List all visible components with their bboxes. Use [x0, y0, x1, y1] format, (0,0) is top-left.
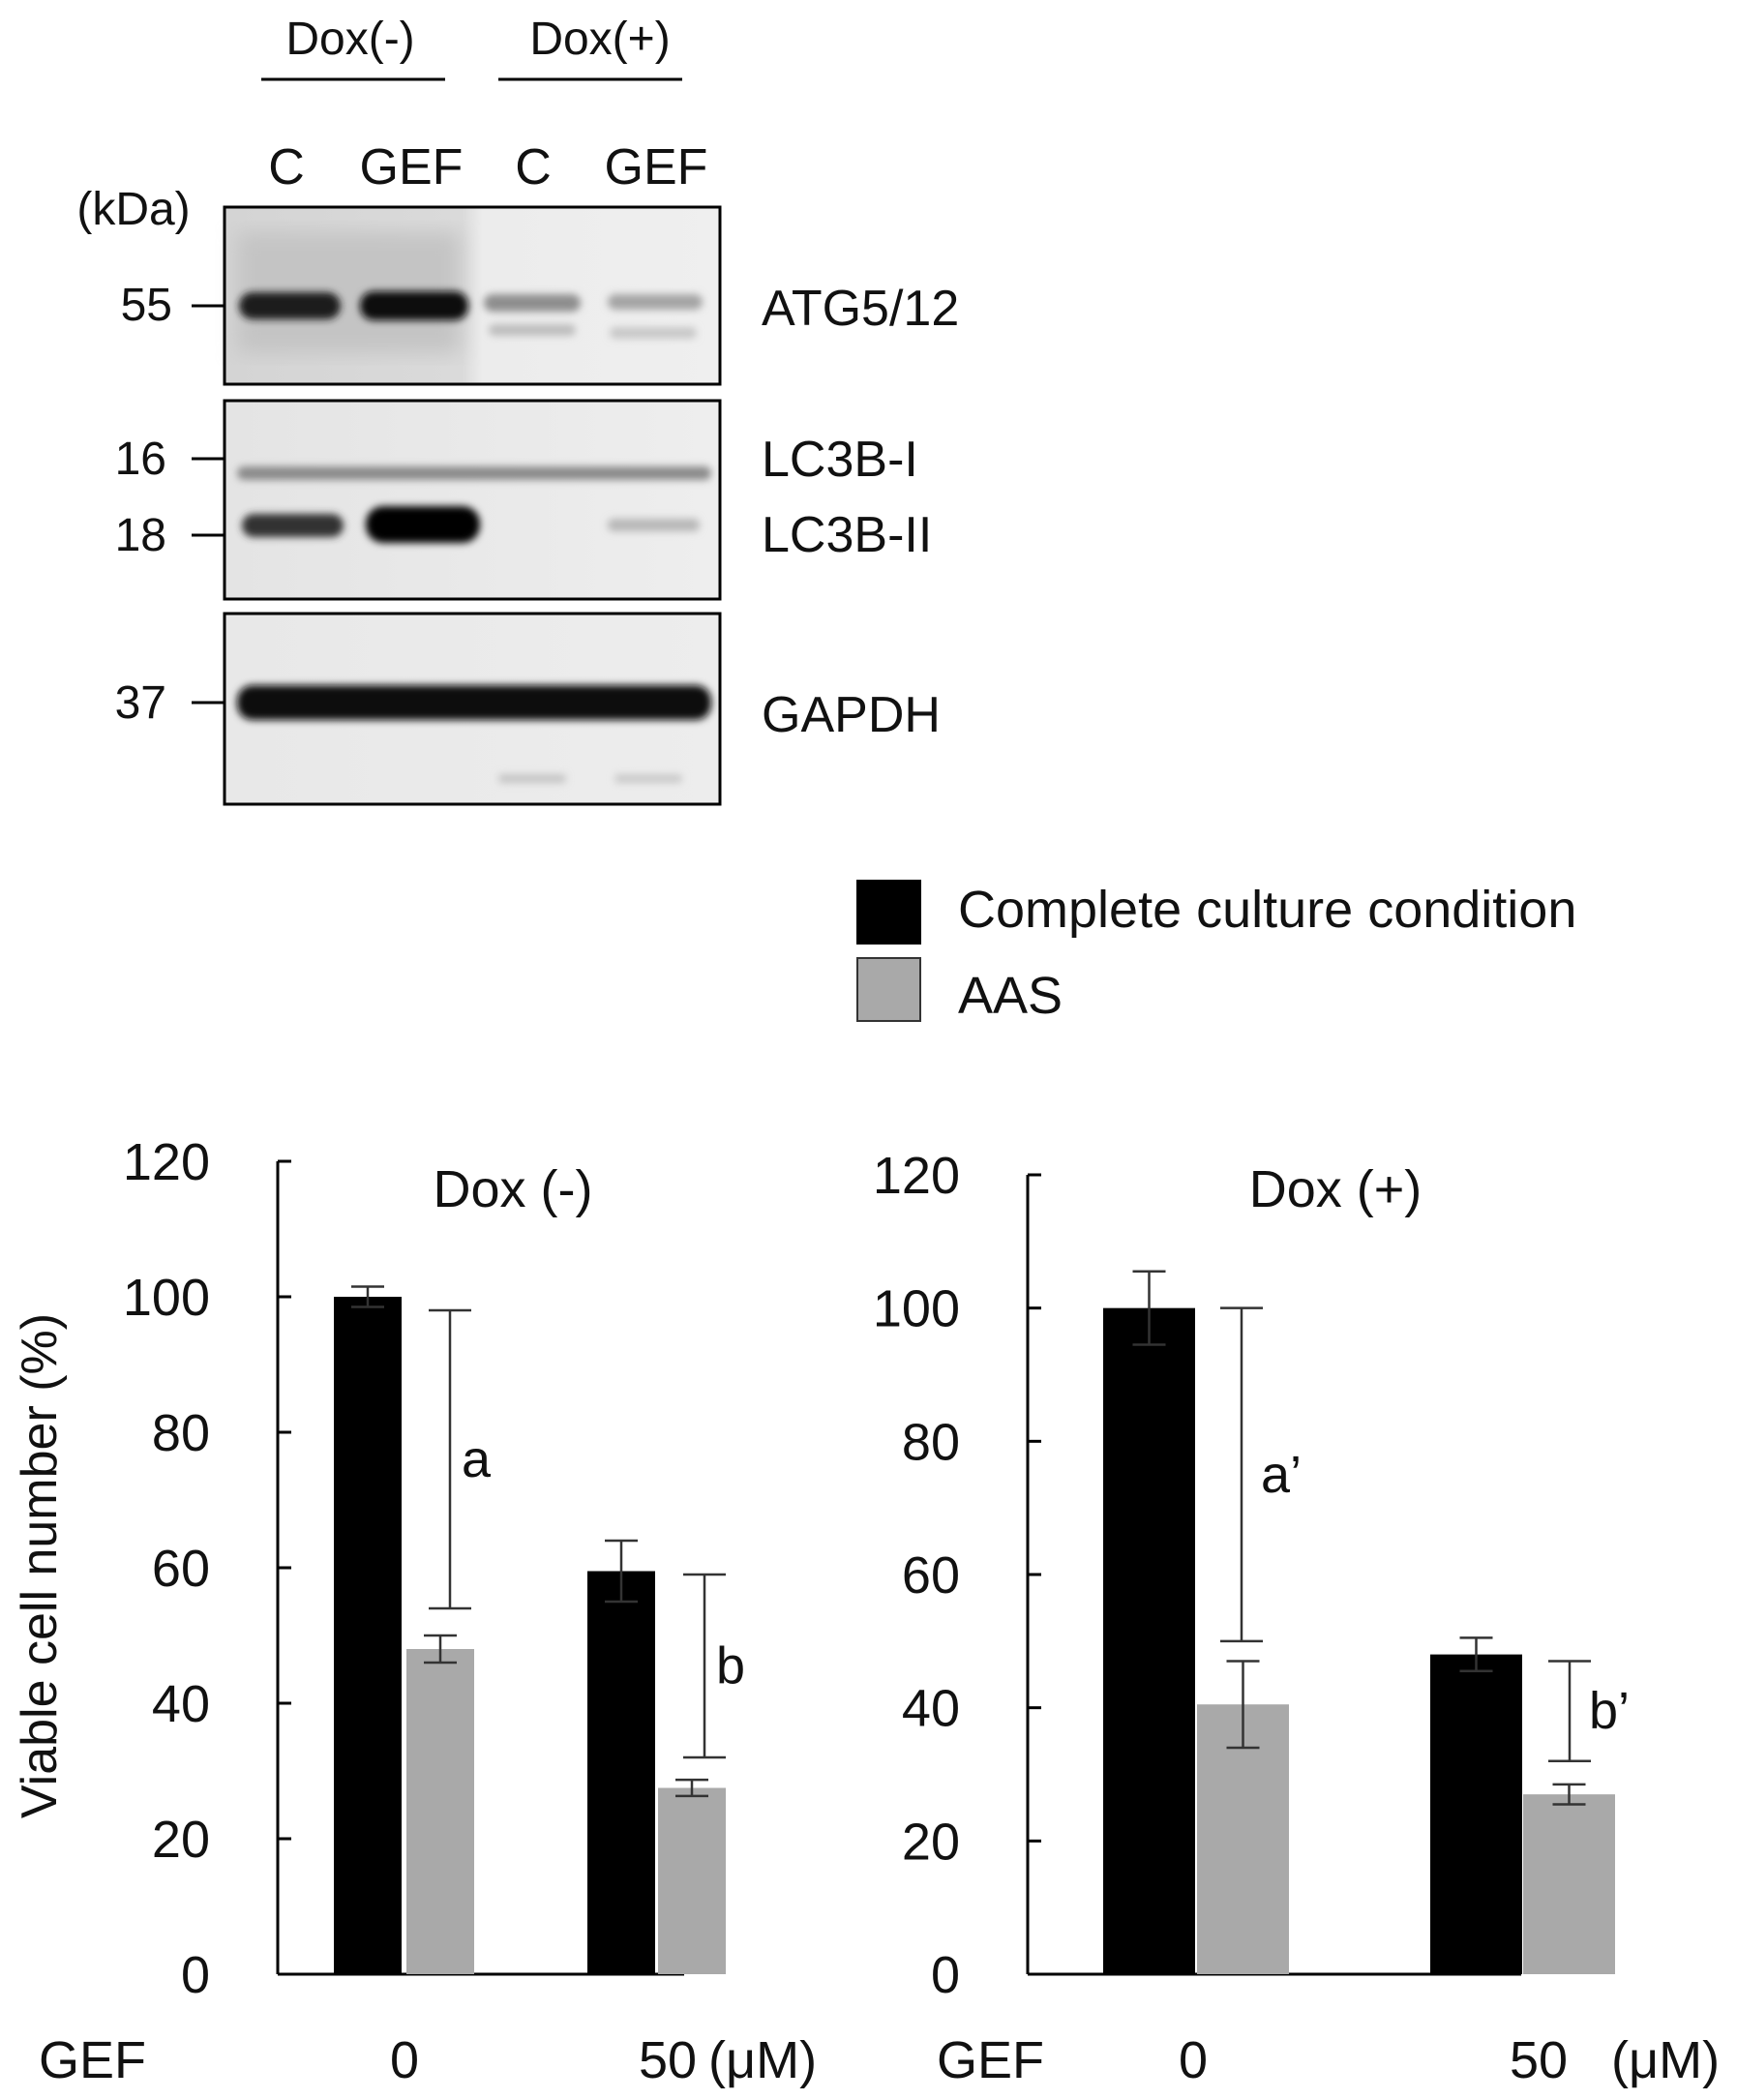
x-axis-unit: (μM): [708, 2031, 817, 2089]
blot-panel-atg5-12: 55 ATG5/12: [121, 205, 959, 386]
bar: [1430, 1654, 1522, 1974]
blot-band: [239, 292, 341, 319]
y-tick-label: 100: [123, 1269, 210, 1327]
blot-panel-background: [225, 401, 720, 599]
legend-label-aas: AAS: [958, 967, 1063, 1025]
bar: [1103, 1307, 1195, 1974]
x-axis-label: GEF: [937, 2031, 1044, 2089]
blot-panel-lc3b: 16 18 LC3B-I LC3B-II: [115, 399, 932, 601]
blot-band-label: ATG5/12: [762, 281, 959, 337]
bar: [658, 1787, 726, 1974]
chart-marks: 0 20 40 60 80 100 120 a’ b’ 0 50: [873, 1147, 1630, 2089]
chart-dox-plus: 0 20 40 60 80 100 120 a’ b’ 0 50 Dox (+) GEF (μM): [873, 1147, 1720, 2089]
y-tick-label: 40: [152, 1675, 210, 1733]
blot-band-label: GAPDH: [762, 687, 941, 743]
bar: [406, 1649, 474, 1974]
x-tick-label: 50: [1510, 2031, 1568, 2089]
blot-lane-label: GEF: [360, 139, 464, 195]
blot-band: [366, 506, 480, 543]
blot-band: [360, 291, 468, 320]
y-tick-label: 120: [123, 1133, 210, 1191]
bar: [587, 1571, 655, 1974]
significance-label: b: [716, 1637, 745, 1695]
blot-marker-label: 37: [115, 677, 166, 729]
legend-label-complete: Complete culture condition: [958, 881, 1576, 939]
western-blot: Dox(-) Dox(+) C GEF C GEF (kDa) 55 ATG5/…: [76, 14, 959, 806]
blot-band: [498, 774, 566, 783]
blot-unit-label: (kDa): [76, 184, 190, 235]
blot-marker-label: 18: [115, 510, 166, 561]
significance-label: a’: [1261, 1446, 1302, 1504]
x-tick-label: 0: [390, 2031, 419, 2089]
legend-swatch-complete: [856, 880, 921, 945]
y-tick-label: 100: [873, 1280, 960, 1338]
legend: Complete culture condition AAS: [856, 880, 1576, 1025]
chart-title: Dox (+): [1249, 1160, 1423, 1218]
blot-panel-frame: [223, 399, 722, 601]
blot-lane-label: GEF: [605, 139, 708, 195]
blot-band: [237, 466, 711, 480]
blot-lane-label: C: [268, 139, 305, 195]
blot-band: [489, 324, 576, 336]
y-tick-label: 20: [902, 1813, 960, 1871]
y-tick-label: 0: [181, 1946, 210, 2004]
y-tick-label: 60: [902, 1546, 960, 1605]
y-tick-label: 20: [152, 1811, 210, 1869]
x-tick-label: 0: [1179, 2031, 1208, 2089]
blot-band-label: LC3B-II: [762, 507, 932, 563]
blot-panel-frame: [223, 612, 722, 806]
y-tick-label: 120: [873, 1147, 960, 1205]
blot-band: [614, 774, 682, 783]
blot-band: [237, 685, 711, 720]
x-tick-label: 50: [639, 2031, 697, 2089]
chart-dox-minus: 0 20 40 60 80 100 120 a b 0 50 Dox (-) Viable cell…: [12, 1133, 817, 2089]
blot-group-label-dox-plus: Dox(+): [529, 14, 670, 65]
chart-marks: 0 20 40 60 80 100 120 a b 0 50: [123, 1133, 745, 2089]
bar: [334, 1297, 402, 1974]
significance-label: b’: [1589, 1682, 1630, 1740]
y-tick-label: 0: [931, 1946, 960, 2004]
x-axis-unit: (μM): [1611, 2031, 1720, 2089]
blot-panel-gapdh: 37 GAPDH: [115, 612, 941, 806]
y-tick-label: 40: [902, 1680, 960, 1738]
blot-band: [610, 327, 697, 339]
x-axis-label: GEF: [39, 2031, 146, 2089]
blot-band: [242, 514, 344, 537]
bar: [1523, 1794, 1615, 1974]
blot-band: [608, 519, 700, 531]
chart-title: Dox (-): [434, 1160, 593, 1218]
blot-panel-frame: [223, 205, 722, 386]
blot-band: [608, 294, 703, 310]
blot-band-label: LC3B-I: [762, 432, 918, 488]
y-axis-label: Viable cell number (%): [12, 1313, 68, 1818]
blot-group-label-dox-minus: Dox(-): [285, 14, 414, 65]
y-tick-label: 80: [152, 1404, 210, 1462]
blot-marker-label: 16: [115, 434, 166, 485]
blot-band: [484, 294, 581, 312]
blot-marker-label: 55: [121, 280, 172, 331]
y-tick-label: 80: [902, 1413, 960, 1471]
legend-swatch-aas: [856, 957, 921, 1022]
y-tick-label: 60: [152, 1540, 210, 1598]
significance-label: a: [462, 1430, 492, 1488]
blot-lane-label: C: [515, 139, 552, 195]
bar: [1197, 1704, 1289, 1974]
